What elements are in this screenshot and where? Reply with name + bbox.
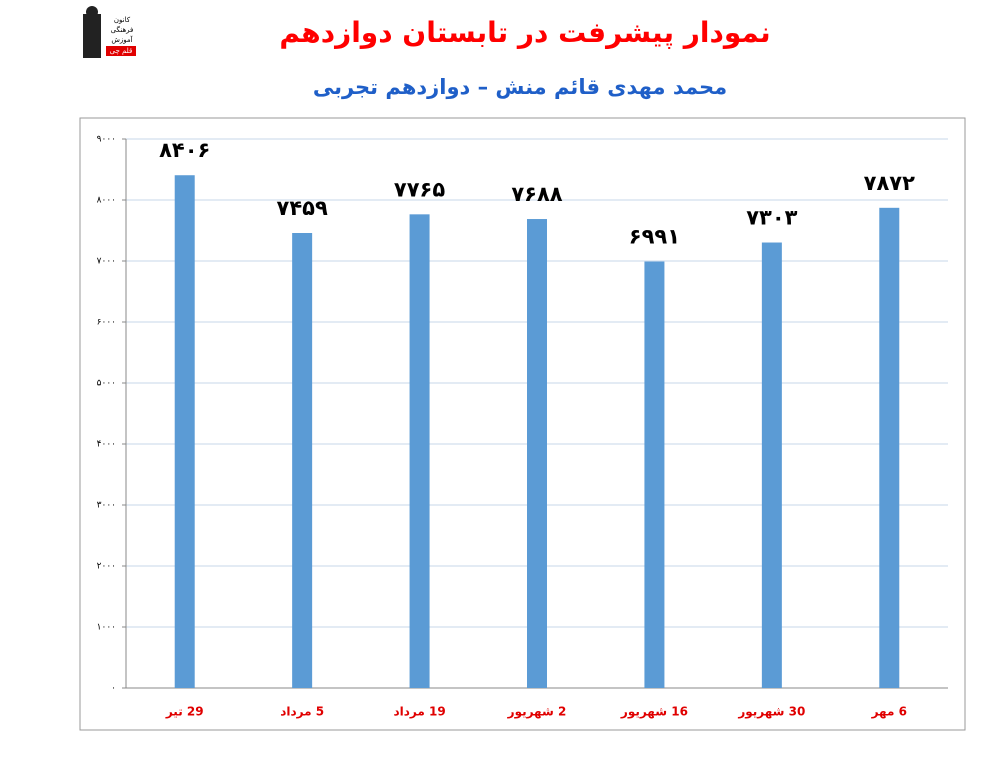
bar	[761, 242, 782, 688]
value-label: ۷۷۶۵	[394, 177, 445, 201]
logo-band	[106, 46, 136, 56]
bar	[879, 207, 900, 689]
x-tick-label: 5 مرداد	[280, 705, 324, 719]
logo-text: قلم چی	[110, 47, 133, 55]
value-label: ۷۴۵۹	[277, 196, 328, 220]
x-tick-label: 16 شهریور	[620, 705, 688, 720]
y-tick-label: ۶۰۰۰	[97, 318, 116, 328]
y-tick-label: ۲۰۰۰	[97, 562, 116, 572]
value-label: ۷۳۰۳	[746, 206, 797, 230]
bar	[409, 214, 430, 688]
chart-title: نمودار پیشرفت در تابستان دوازدهم	[279, 16, 770, 49]
y-tick-label: ۸۰۰۰	[97, 196, 116, 206]
logo: کانون فرهنگی آموزش قلم چی	[83, 6, 136, 58]
y-tick-label: ۴۰۰۰	[97, 440, 116, 450]
y-tick-label: ۰	[111, 684, 116, 694]
value-label: ۷۶۸۸	[511, 182, 562, 206]
x-tick-label: 2 شهریور	[507, 705, 567, 720]
bar	[292, 233, 313, 688]
value-label: ۶۹۹۱	[629, 225, 680, 249]
logo-figure	[83, 14, 101, 58]
logo-text: فرهنگی	[111, 25, 134, 34]
logo-text: آموزش	[111, 35, 133, 44]
value-label: ۸۴۰۶	[159, 138, 210, 162]
x-tick-label: 6 مهر	[871, 705, 907, 719]
y-tick-label: ۳۰۰۰	[97, 501, 116, 511]
y-tick-label: ۱۰۰۰	[97, 623, 116, 633]
x-tick-label: 19 مرداد	[393, 705, 445, 719]
bar	[644, 261, 665, 688]
bar	[527, 219, 547, 689]
bar	[174, 175, 195, 688]
chart-subtitle: محمد مهدی قائم منش – دوازدهم تجربی	[313, 75, 727, 99]
chart-frame	[79, 117, 966, 731]
y-tick-label: ۵۰۰۰	[97, 379, 116, 389]
logo-head	[86, 6, 98, 18]
x-tick-label: 30 شهریور	[737, 705, 805, 720]
y-tick-label: ۹۰۰۰	[97, 135, 116, 145]
y-tick-label: ۷۰۰۰	[97, 257, 116, 267]
x-tick-label: 29 تیر	[165, 705, 204, 719]
logo-text: کانون	[114, 16, 131, 24]
value-label: ۷۸۷۲	[864, 171, 915, 195]
